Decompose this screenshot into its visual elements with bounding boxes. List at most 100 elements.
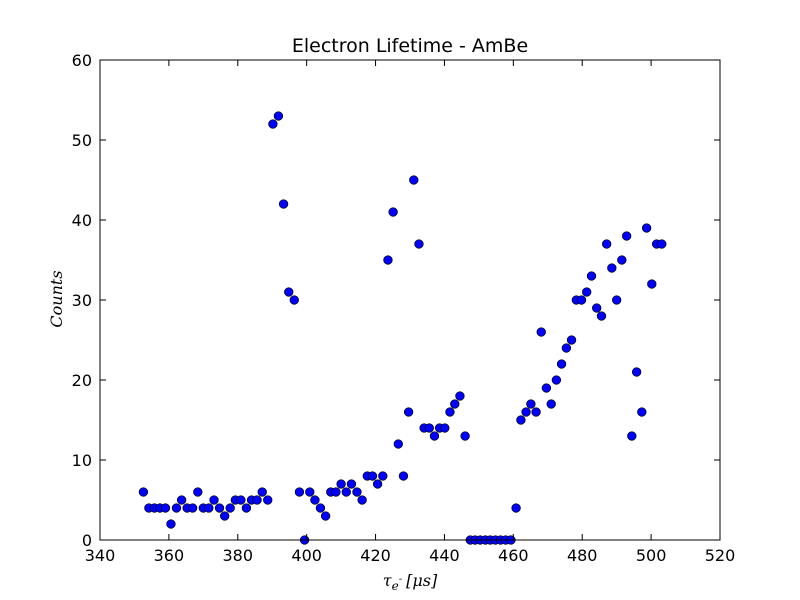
data-point: [622, 231, 632, 241]
y-tick-label: 10: [72, 451, 92, 470]
x-tick-label: 500: [636, 546, 667, 565]
data-point: [166, 519, 176, 529]
data-point: [188, 503, 198, 513]
y-tick-label: 20: [72, 371, 92, 390]
data-point: [160, 503, 171, 513]
data-point: [541, 383, 552, 393]
data-point: [511, 503, 521, 513]
data-point: [336, 479, 346, 489]
data-point: [596, 311, 607, 321]
data-point: [331, 487, 341, 497]
x-tick-label: 360: [154, 546, 185, 565]
data-point: [647, 279, 657, 289]
data-point: [521, 407, 531, 417]
y-tick-label: 0: [82, 531, 92, 550]
data-point: [268, 119, 278, 129]
data-point: [289, 295, 299, 305]
data-point: [607, 263, 617, 273]
data-point: [526, 399, 536, 409]
data-point: [220, 511, 230, 521]
data-point: [138, 487, 149, 497]
data-point: [445, 407, 455, 417]
data-point: [627, 431, 637, 441]
data-point: [263, 495, 273, 505]
data-point: [429, 431, 440, 441]
data-point: [346, 479, 357, 489]
x-tick-label: 380: [223, 546, 254, 565]
x-axis: 340 360 380 400 420 440 460 480 500 520: [85, 60, 736, 565]
data-point: [531, 407, 541, 417]
data-point: [320, 511, 331, 521]
data-point: [236, 495, 246, 505]
data-point: [617, 255, 627, 265]
data-point: [612, 295, 622, 305]
data-point: [450, 399, 460, 409]
x-axis-label: τe- [μs]: [383, 571, 438, 593]
data-point: [241, 503, 252, 513]
data-point: [209, 495, 219, 505]
data-point: [631, 367, 642, 377]
data-point: [602, 239, 612, 249]
data-point: [586, 271, 597, 281]
data-point: [398, 471, 409, 481]
data-point: [176, 495, 187, 505]
data-point: [592, 303, 602, 313]
y-tick-label: 30: [72, 291, 92, 310]
data-point: [171, 503, 182, 513]
data-point: [403, 407, 414, 417]
plot-area: [99, 59, 721, 545]
data-point: [516, 415, 526, 425]
plot-background: [100, 60, 720, 540]
chart-title: Electron Lifetime - AmBe: [292, 35, 528, 57]
data-point: [284, 287, 294, 297]
x-tick-label: 440: [429, 546, 460, 565]
x-tick-label: 460: [498, 546, 529, 565]
y-axis: 0 10 20 30 40 50 60: [72, 51, 720, 550]
data-point: [352, 487, 362, 497]
data-point: [455, 391, 465, 401]
data-point: [225, 503, 235, 513]
data-point: [409, 175, 419, 185]
data-point: [440, 423, 450, 433]
data-point: [424, 423, 434, 433]
data-point: [315, 503, 326, 513]
x-tick-label: 400: [291, 546, 322, 565]
data-point: [367, 471, 378, 481]
y-axis-label: Counts: [47, 270, 66, 327]
x-tick-label: 480: [567, 546, 598, 565]
data-point: [637, 407, 647, 417]
y-tick-label: 40: [72, 211, 92, 230]
data-points: [138, 111, 667, 545]
x-tick-label: 520: [705, 546, 736, 565]
data-point: [305, 487, 315, 497]
data-point: [372, 479, 383, 489]
data-point: [393, 439, 403, 449]
data-point: [204, 503, 214, 513]
data-point: [641, 223, 652, 233]
data-point: [214, 503, 225, 513]
data-point: [378, 471, 388, 481]
data-point: [460, 431, 470, 441]
data-point: [278, 199, 289, 209]
data-point: [252, 495, 262, 505]
y-tick-label: 60: [72, 51, 92, 70]
data-point: [273, 111, 284, 121]
data-point: [556, 359, 567, 369]
data-point: [551, 375, 562, 385]
data-point: [536, 327, 546, 337]
data-point: [193, 487, 203, 497]
data-point: [657, 239, 667, 249]
data-point: [582, 287, 592, 297]
data-point: [561, 343, 572, 353]
x-tick-label: 340: [85, 546, 116, 565]
data-point: [566, 335, 577, 345]
y-tick-label: 50: [72, 131, 92, 150]
data-point: [383, 255, 393, 265]
x-tick-label: 420: [360, 546, 391, 565]
data-point: [388, 207, 398, 217]
data-point: [546, 399, 556, 409]
data-point: [310, 495, 320, 505]
data-point: [414, 239, 424, 249]
data-point: [294, 487, 305, 497]
